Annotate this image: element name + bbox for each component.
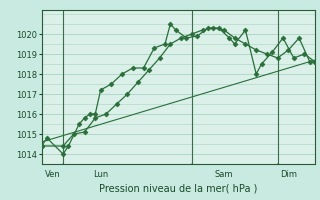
Text: Sam: Sam (215, 170, 233, 179)
Text: Lun: Lun (93, 170, 108, 179)
Text: Ven: Ven (44, 170, 60, 179)
Text: Dim: Dim (280, 170, 297, 179)
X-axis label: Pression niveau de la mer( hPa ): Pression niveau de la mer( hPa ) (99, 183, 258, 193)
